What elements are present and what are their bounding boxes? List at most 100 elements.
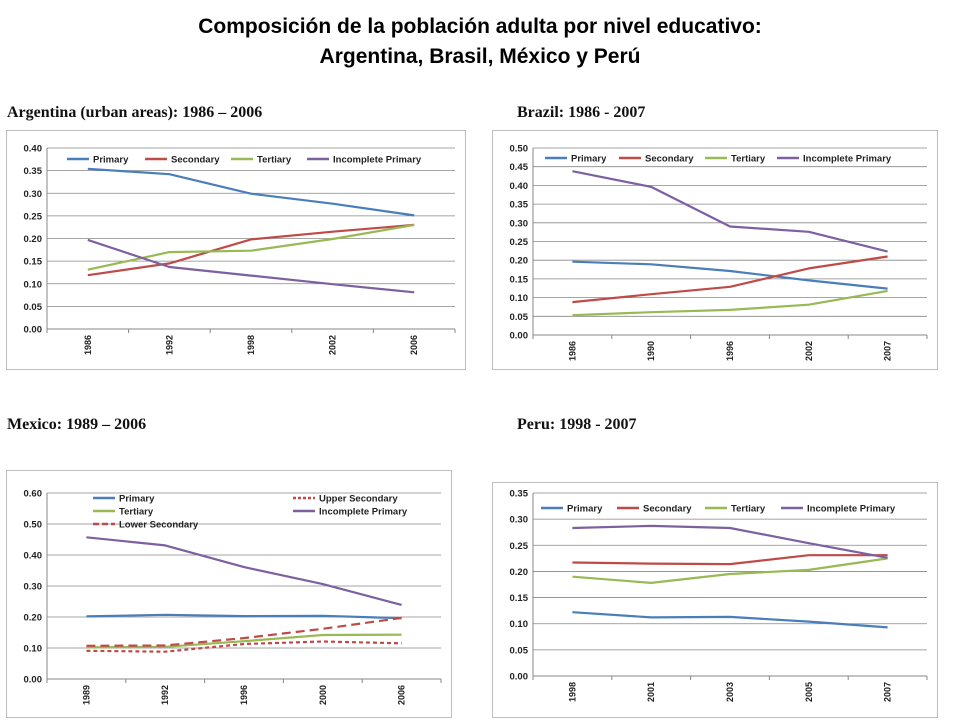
- argentina-point-primary: [87, 168, 89, 170]
- mexico-point-lower-secondary: [322, 628, 324, 630]
- brazil-y-tick-label: 0.05: [510, 312, 529, 323]
- argentina-chart: 0.00 0.05 0.10 0.15 0.20 0.25 0.30 0.35 0.40 1986…: [6, 130, 466, 370]
- brazil-y-tick-label: 0.45: [510, 162, 529, 173]
- peru-y-tick-label: 0.25: [510, 541, 529, 552]
- peru-point-incomplete-primary: [650, 525, 652, 527]
- mexico-point-primary: [322, 615, 324, 617]
- mexico-legend-label-lower-secondary: Lower Secondary: [119, 520, 199, 531]
- peru-point-primary: [650, 616, 652, 618]
- peru-point-incomplete-primary: [808, 542, 810, 544]
- peru-chart-heading: Peru: 1998 - 2007: [517, 416, 637, 433]
- argentina-y-tick-label: 0.10: [24, 279, 43, 290]
- brazil-y-tick-label: 0.00: [510, 331, 529, 342]
- mexico-point-upper-secondary: [85, 650, 87, 652]
- argentina-point-tertiary: [168, 251, 170, 253]
- peru-y-tick-label: 0.15: [510, 593, 529, 604]
- peru-x-tick-label: 2003: [725, 682, 735, 702]
- argentina-point-secondary: [87, 274, 89, 276]
- page-title: Composición de la población adulta por n…: [0, 12, 960, 72]
- peru-point-primary: [729, 616, 731, 618]
- peru-legend-label-primary: Primary: [567, 504, 603, 515]
- peru-y-tick-label: 0.35: [510, 489, 529, 500]
- argentina-point-tertiary: [413, 224, 415, 226]
- argentina-point-incomplete-primary: [250, 274, 252, 276]
- argentina-chart-svg: 0.00 0.05 0.10 0.15 0.20 0.25 0.30 0.35 0.40 1986…: [24, 144, 456, 355]
- brazil-y-tick-label: 0.30: [510, 218, 529, 229]
- argentina-chart-heading: Argentina (urban areas): 1986 – 2006: [7, 104, 263, 121]
- mexico-y-tick-label: 0.30: [24, 582, 43, 593]
- argentina-point-secondary: [250, 238, 252, 240]
- brazil-x-tick-label: 2007: [883, 341, 893, 361]
- brazil-x-tick-label: 2002: [804, 341, 814, 361]
- peru-y-tick-label: 0.20: [510, 567, 529, 578]
- mexico-x-tick-label: 2006: [397, 685, 407, 705]
- peru-legend-label-incomplete-primary: Incomplete Primary: [807, 504, 896, 515]
- mexico-point-primary: [85, 615, 87, 617]
- mexico-point-upper-secondary: [164, 651, 166, 653]
- peru-series-tertiary: [572, 557, 888, 585]
- argentina-series-tertiary: [87, 223, 415, 271]
- mexico-point-incomplete-primary: [400, 604, 402, 606]
- mexico-chart: 0.00 0.10 0.20 0.30 0.40 0.50 0.60 1989 1992 1996…: [6, 470, 452, 718]
- argentina-x-tick-label: 2006: [409, 335, 419, 355]
- peru-series-incomplete-primary: [572, 524, 888, 559]
- brazil-legend-label-tertiary: Tertiary: [731, 154, 766, 165]
- peru-series-primary: [572, 611, 888, 629]
- brazil-x-tick-label: 1986: [567, 341, 577, 361]
- argentina-legend-label-tertiary: Tertiary: [257, 155, 292, 166]
- mexico-x-tick-label: 1989: [81, 685, 91, 705]
- brazil-x-tick-label: 1990: [646, 341, 656, 361]
- argentina-y-tick-label: 0.35: [24, 166, 43, 177]
- title-line-2: Argentina, Brasil, México y Perú: [319, 45, 641, 68]
- argentina-point-tertiary: [250, 250, 252, 252]
- peru-y-tick-label: 0.00: [510, 672, 529, 683]
- peru-chart-svg: 0.00 0.05 0.10 0.15 0.20 0.25 0.30 0.35 1998 2001…: [510, 489, 928, 702]
- mexico-point-lower-secondary: [85, 645, 87, 647]
- argentina-y-tick-label: 0.00: [24, 325, 43, 336]
- peru-point-secondary: [650, 562, 652, 564]
- mexico-y-tick-label: 0.60: [24, 489, 43, 500]
- mexico-legend-label-upper-secondary: Upper Secondary: [319, 494, 398, 505]
- peru-y-tick-label: 0.05: [510, 645, 529, 656]
- peru-point-secondary: [729, 563, 731, 565]
- brazil-y-tick-label: 0.35: [510, 200, 529, 211]
- brazil-y-tick-label: 0.40: [510, 181, 529, 192]
- brazil-legend-label-incomplete-primary: Incomplete Primary: [803, 154, 892, 165]
- argentina-point-tertiary: [331, 238, 333, 240]
- mexico-series-incomplete-primary: [86, 536, 402, 606]
- argentina-point-secondary: [331, 231, 333, 233]
- brazil-point-incomplete-primary: [886, 250, 888, 252]
- brazil-point-incomplete-primary: [729, 225, 731, 227]
- brazil-point-incomplete-primary: [808, 231, 810, 233]
- peru-point-secondary: [571, 561, 573, 563]
- peru-point-tertiary: [729, 573, 731, 575]
- brazil-y-tick-label: 0.25: [510, 237, 529, 248]
- brazil-point-primary: [886, 287, 888, 289]
- peru-point-primary: [886, 626, 888, 628]
- mexico-point-tertiary: [322, 634, 324, 636]
- argentina-legend-label-primary: Primary: [93, 155, 129, 166]
- peru-point-secondary: [808, 554, 810, 556]
- brazil-point-tertiary: [808, 304, 810, 306]
- mexico-point-incomplete-primary: [243, 566, 245, 568]
- peru-x-tick-label: 2001: [646, 682, 656, 702]
- mexico-y-tick-label: 0.20: [24, 613, 43, 624]
- brazil-point-incomplete-primary: [571, 170, 573, 172]
- peru-legend-label-secondary: Secondary: [643, 504, 692, 515]
- brazil-point-tertiary: [729, 309, 731, 311]
- brazil-chart: 0.00 0.05 0.10 0.15 0.20 0.25 0.30 0.35 0.40 0.45…: [492, 130, 938, 370]
- brazil-y-tick-label: 0.20: [510, 256, 529, 267]
- peru-x-tick-label: 2005: [804, 682, 814, 702]
- peru-x-tick-label: 2007: [883, 682, 893, 702]
- peru-point-incomplete-primary: [571, 527, 573, 529]
- mexico-point-incomplete-primary: [85, 536, 87, 538]
- brazil-point-primary: [650, 263, 652, 265]
- argentina-y-tick-label: 0.15: [24, 257, 43, 268]
- argentina-series-primary: [87, 167, 415, 217]
- brazil-point-tertiary: [886, 290, 888, 292]
- mexico-y-tick-label: 0.00: [24, 675, 43, 686]
- peru-point-incomplete-primary: [886, 557, 888, 559]
- brazil-y-tick-label: 0.10: [510, 293, 529, 304]
- argentina-x-tick-label: 1998: [246, 335, 256, 355]
- mexico-chart-svg: 0.00 0.10 0.20 0.30 0.40 0.50 0.60 1989 1992 1996…: [24, 489, 442, 705]
